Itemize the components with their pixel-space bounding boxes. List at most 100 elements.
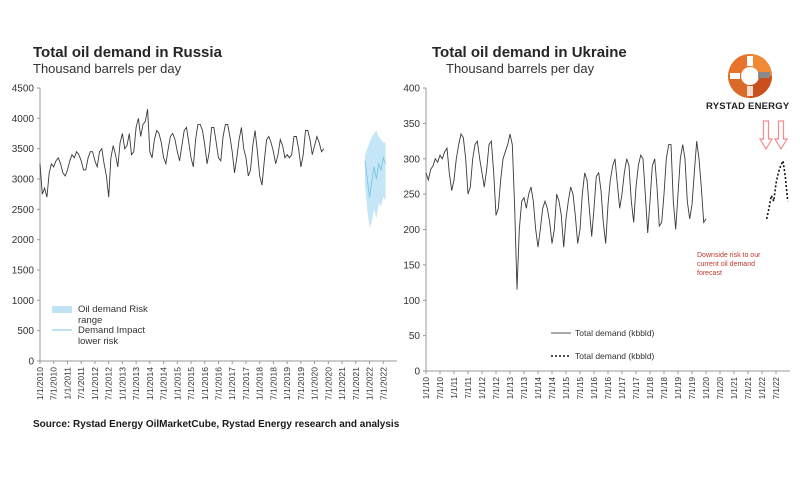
- x-tick-label: 1/1/2012: [90, 367, 100, 400]
- series-line-demand-impact: [364, 156, 387, 198]
- x-tick-label: 1/1/12: [478, 376, 487, 399]
- x-tick-label: 1/1/2021: [337, 367, 347, 400]
- legend-swatch-risk-range: [52, 306, 72, 313]
- x-tick-label: 7/1/2020: [323, 367, 333, 400]
- x-tick-label: 7/1/15: [576, 376, 585, 399]
- x-tick-label: 1/1/2022: [365, 367, 375, 400]
- x-tick-label: 7/1/2010: [49, 367, 59, 400]
- x-tick-label: 7/1/13: [520, 376, 529, 399]
- x-tick-label: 7/1/2021: [351, 367, 361, 400]
- y-tick-label: 100: [403, 296, 420, 307]
- x-tick-label: 7/1/11: [464, 376, 473, 398]
- ukraine-chart-subtitle: Thousand barrels per day: [446, 61, 595, 76]
- y-tick-label: 2500: [12, 205, 35, 216]
- x-tick-label: 1/1/15: [562, 376, 571, 399]
- russia-chart-subtitle: Thousand barrels per day: [33, 61, 182, 76]
- x-tick-label: 1/1/2011: [62, 367, 72, 400]
- ukraine-annotation: Downside risk to our current oil demand …: [697, 251, 777, 278]
- x-tick-label: 1/1/17: [618, 376, 627, 399]
- x-tick-label: 1/1/18: [646, 376, 655, 399]
- russia-chart-title: Total oil demand in Russia: [33, 44, 222, 61]
- x-tick-label: 1/1/2014: [145, 367, 155, 400]
- x-tick-label: 1/1/2015: [172, 367, 182, 400]
- x-tick-label: 7/1/12: [492, 376, 501, 399]
- y-tick-label: 400: [403, 84, 420, 95]
- x-tick-label: 7/1/19: [688, 376, 697, 399]
- x-tick-label: 7/1/16: [604, 376, 613, 399]
- x-tick-label: 7/1/2013: [131, 367, 141, 400]
- source-note: Source: Rystad Energy OilMarketCube, Rys…: [33, 419, 400, 430]
- x-tick-label: 1/1/2016: [200, 367, 210, 400]
- series-line-forecast: [765, 158, 789, 220]
- y-tick-label: 250: [403, 190, 420, 201]
- rystad-energy-logo: [728, 54, 772, 98]
- legend-label-risk-range-cont: range: [78, 315, 102, 326]
- y-tick-label: 150: [403, 260, 420, 271]
- y-tick-label: 0: [28, 357, 34, 368]
- y-tick-label: 2000: [12, 235, 35, 246]
- legend-label-solid: Total demand (kbbld): [575, 328, 655, 338]
- x-tick-label: 7/1/21: [744, 376, 753, 399]
- y-tick-label: 350: [403, 119, 420, 130]
- x-tick-label: 1/1/13: [506, 376, 515, 399]
- x-tick-label: 7/1/20: [716, 376, 725, 399]
- y-tick-label: 50: [409, 331, 421, 342]
- legend-label-dotted: Total demand (kbbld): [575, 351, 655, 361]
- x-tick-label: 7/1/2011: [76, 367, 86, 400]
- y-tick-label: 4000: [12, 114, 35, 125]
- y-tick-label: 200: [403, 225, 420, 236]
- legend-label-impact-cont: lower risk: [78, 336, 118, 347]
- x-tick-label: 1/1/19: [674, 376, 683, 399]
- annotation-line-1: Downside risk to our: [697, 252, 761, 259]
- x-tick-label: 1/1/2018: [255, 367, 265, 400]
- x-tick-label: 1/1/2010: [35, 367, 45, 400]
- russia-chart: 0 500 1000 1500 2000 2500 3000 3500 4000 4500 1/1/…: [12, 84, 397, 400]
- x-tick-label: 1/1/16: [590, 376, 599, 399]
- annotation-line-3: forecast: [697, 270, 722, 277]
- x-tick-label: 7/1/2017: [241, 367, 251, 400]
- x-tick-label: 7/1/22: [772, 376, 781, 399]
- x-tick-label: 7/1/10: [436, 376, 445, 399]
- x-tick-label: 7/1/17: [632, 376, 641, 399]
- x-tick-label: 1/1/14: [534, 376, 543, 399]
- x-tick-label: 1/1/2020: [310, 367, 320, 400]
- x-tick-label: 1/1/2017: [227, 367, 237, 400]
- logo-text: RYSTAD ENERGY: [706, 101, 790, 112]
- legend-label-risk-range: Oil demand Risk: [78, 304, 148, 315]
- ukraine-legend: Total demand (kbbld) Total demand (kbbld): [551, 328, 655, 361]
- risk-range-band: [364, 130, 386, 228]
- y-tick-label: 4500: [12, 84, 35, 95]
- x-tick-label: 1/1/10: [422, 376, 431, 399]
- x-tick-label: 7/1/2018: [268, 367, 278, 400]
- x-tick-label: 7/1/2012: [104, 367, 114, 400]
- ukraine-chart: 0 50 100 150 200 250 300 350 400 1/1/10 7/1/10 1/1/…: [403, 84, 790, 399]
- x-tick-label: 7/1/2022: [378, 367, 388, 400]
- x-tick-label: 7/1/18: [660, 376, 669, 399]
- y-tick-label: 1000: [12, 296, 35, 307]
- y-tick-label: 3500: [12, 144, 35, 155]
- x-tick-label: 7/1/2019: [296, 367, 306, 400]
- series-line-total-demand: [39, 109, 325, 198]
- annotation-line-2: current oil demand: [697, 261, 755, 268]
- x-tick-label: 7/1/2016: [214, 367, 224, 400]
- x-tick-label: 1/1/22: [758, 376, 767, 399]
- ukraine-chart-title: Total oil demand in Ukraine: [432, 44, 627, 61]
- x-tick-label: 1/1/11: [450, 376, 459, 398]
- y-tick-label: 0: [414, 367, 420, 378]
- x-tick-label: 7/1/2014: [159, 367, 169, 400]
- x-tick-label: 7/1/14: [548, 376, 557, 399]
- y-tick-label: 300: [403, 154, 420, 165]
- x-tick-label: 1/1/20: [702, 376, 711, 399]
- y-tick-label: 1500: [12, 266, 35, 277]
- legend-label-impact: Demand Impact: [78, 325, 145, 336]
- downside-arrow-icon: [758, 120, 774, 151]
- x-tick-label: 1/1/2013: [117, 367, 127, 400]
- series-line-total-demand: [425, 132, 707, 290]
- x-tick-label: 7/1/2015: [186, 367, 196, 400]
- downside-arrow-icon: [773, 120, 789, 151]
- x-tick-label: 1/1/2019: [282, 367, 292, 400]
- x-tick-label: 1/1/21: [730, 376, 739, 399]
- y-tick-label: 3000: [12, 175, 35, 186]
